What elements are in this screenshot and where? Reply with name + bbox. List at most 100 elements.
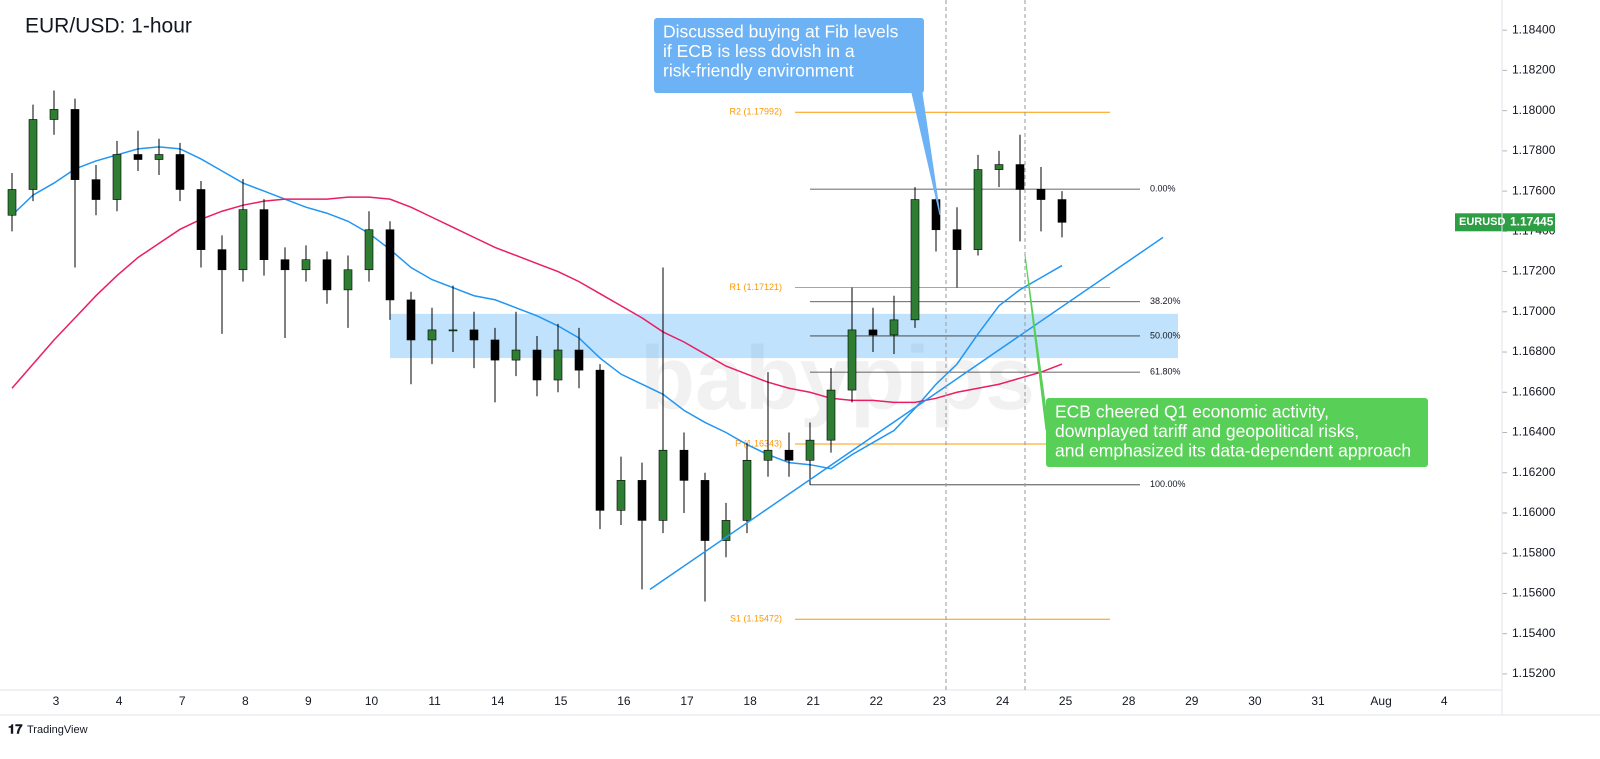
candle-body	[364, 229, 374, 271]
candle-body	[595, 369, 605, 511]
callout-text: risk-friendly environment	[663, 61, 854, 81]
candle-body	[574, 349, 584, 371]
candle-body	[385, 229, 395, 301]
candle-body	[658, 449, 668, 521]
y-tick-label: 1.17800	[1512, 143, 1556, 157]
candle-body	[427, 329, 437, 341]
y-tick-label: 1.15400	[1512, 626, 1556, 640]
price-tag-symbol: EURUSD	[1459, 216, 1506, 228]
callout-text: downplayed tariff and geopolitical risks…	[1055, 421, 1359, 441]
x-tick-label: 3	[53, 694, 60, 708]
candle-body	[847, 329, 857, 391]
x-tick-label: 4	[1441, 694, 1448, 708]
price-tag	[1455, 213, 1555, 232]
callout-text: ECB cheered Q1 economic activity,	[1055, 402, 1329, 422]
candle-body	[532, 349, 542, 381]
candle-body	[679, 449, 689, 481]
y-tick-label: 1.16800	[1512, 344, 1556, 358]
y-tick-label: 1.18200	[1512, 63, 1556, 77]
price-tag-label: 1.17445	[1510, 214, 1554, 228]
candle-body	[553, 349, 563, 381]
x-tick-label: 14	[491, 694, 505, 708]
candle-body	[238, 209, 248, 271]
x-tick-label: 17	[680, 694, 694, 708]
candle-body	[763, 449, 773, 461]
candle-body	[952, 229, 962, 250]
x-tick-label: 7	[179, 694, 186, 708]
branding: 𝟏𝟕 TradingView	[8, 721, 88, 736]
candle-body	[910, 199, 920, 321]
candle-body	[448, 329, 458, 332]
pivot-label: P (1.16343)	[735, 438, 782, 448]
y-tick-label: 1.17200	[1512, 264, 1556, 278]
candle-body	[301, 259, 311, 271]
fib-label: 100.00%	[1150, 479, 1186, 489]
y-tick-label: 1.16600	[1512, 384, 1556, 398]
candle-body	[1057, 199, 1067, 223]
x-tick-label: 10	[365, 694, 379, 708]
x-tick-label: 25	[1059, 694, 1073, 708]
candle-body	[868, 329, 878, 336]
x-tick-label: 24	[996, 694, 1010, 708]
y-tick-label: 1.18000	[1512, 103, 1556, 117]
candle-body	[343, 269, 353, 291]
fib-label: 38.20%	[1150, 296, 1181, 306]
y-tick-label: 1.17000	[1512, 304, 1556, 318]
candle-body	[175, 154, 185, 190]
callout-text: and emphasized its data-dependent approa…	[1055, 441, 1411, 461]
candle-body	[406, 299, 416, 341]
candle-body	[721, 520, 731, 541]
x-tick-label: 9	[305, 694, 312, 708]
callout-box	[654, 18, 924, 93]
x-tick-label: 21	[807, 694, 821, 708]
y-tick-label: 1.18400	[1512, 22, 1556, 36]
candle-body	[616, 480, 626, 511]
x-tick-label: 22	[870, 694, 884, 708]
moving-average	[11, 146, 1063, 470]
candle-body	[259, 209, 269, 261]
candle-body	[217, 249, 227, 271]
candle-body	[112, 154, 122, 200]
chart-title: EUR/USD: 1-hour	[25, 15, 192, 38]
trendline	[649, 236, 1164, 591]
candle-body	[49, 109, 59, 120]
candle-body	[826, 389, 836, 441]
y-tick-label: 1.17600	[1512, 183, 1556, 197]
x-tick-label: 31	[1311, 694, 1325, 708]
candle-body	[490, 339, 500, 361]
moving-average	[11, 196, 1063, 404]
candle-body	[973, 169, 983, 250]
candle-body	[154, 154, 164, 160]
y-tick-label: 1.15800	[1512, 545, 1556, 559]
pivot-label: R1 (1.17121)	[729, 282, 782, 292]
candle-body	[70, 109, 80, 180]
fib-label: 61.80%	[1150, 367, 1181, 377]
y-tick-label: 1.16000	[1512, 505, 1556, 519]
y-tick-label: 1.16400	[1512, 425, 1556, 439]
candle-body	[805, 439, 815, 461]
candle-body	[91, 179, 101, 200]
x-tick-label: Aug	[1370, 694, 1391, 708]
fib-label: 0.00%	[1150, 183, 1176, 193]
callout-box	[1046, 398, 1428, 467]
x-tick-label: 8	[242, 694, 249, 708]
candle-body	[133, 154, 143, 160]
candle-body	[322, 259, 332, 291]
x-tick-label: 30	[1248, 694, 1262, 708]
candle-body	[511, 349, 521, 361]
y-tick-label: 1.16200	[1512, 465, 1556, 479]
candle-body	[280, 259, 290, 271]
candle-body	[196, 189, 206, 250]
brand-text: TradingView	[27, 724, 88, 736]
candle-body	[1015, 164, 1025, 190]
callout-text: Discussed buying at Fib levels	[663, 22, 899, 42]
x-tick-label: 4	[116, 694, 123, 708]
candle-body	[469, 329, 479, 341]
x-tick-label: 11	[428, 694, 441, 708]
candle-body	[637, 480, 647, 521]
y-tick-label: 1.15600	[1512, 586, 1556, 600]
x-tick-label: 23	[933, 694, 947, 708]
candle-body	[7, 189, 17, 216]
